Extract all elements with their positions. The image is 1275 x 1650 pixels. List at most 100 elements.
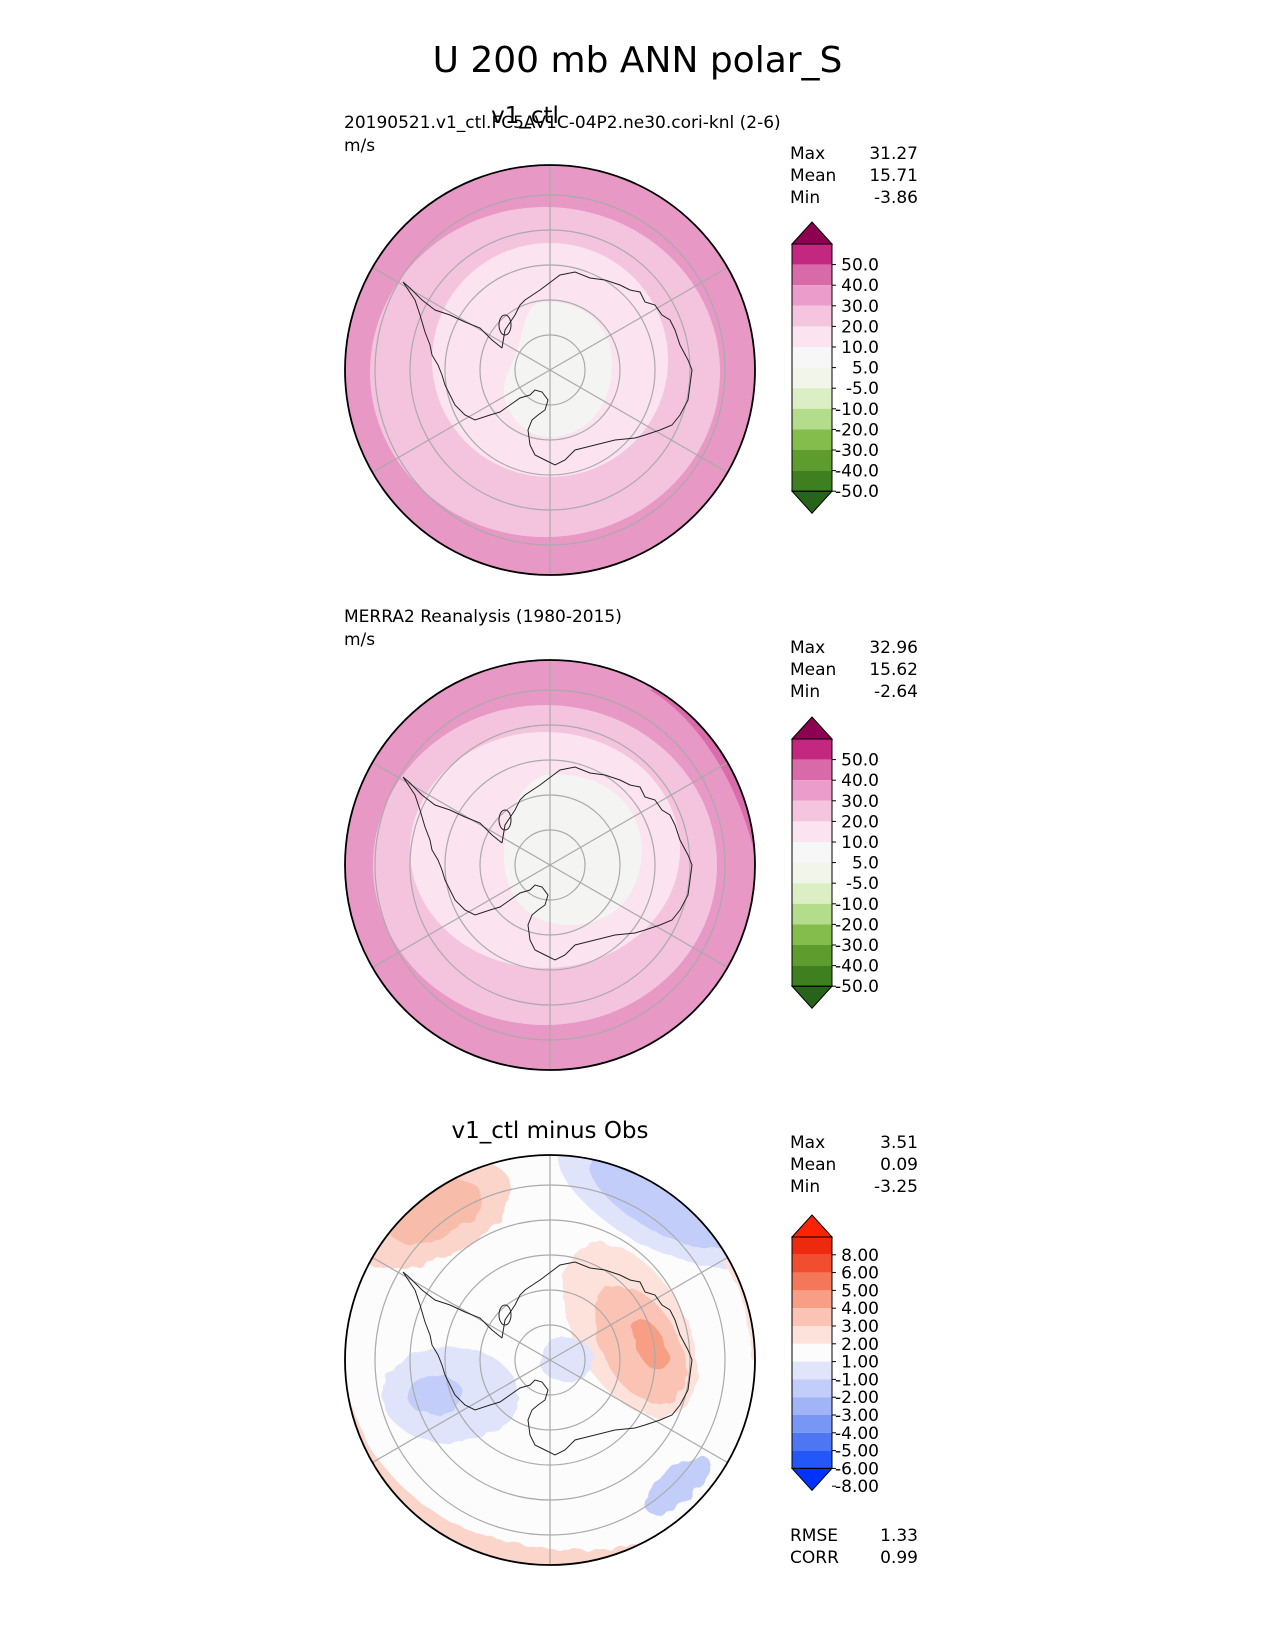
colorbar-segment: [792, 1343, 832, 1362]
colorbar-tick-label: -10.0: [835, 400, 879, 420]
field-pole-core: [503, 301, 612, 438]
field-positive-ne-edge: [720, 1240, 755, 1360]
colorbar-tick-label: -2.00: [835, 1388, 879, 1408]
colorbar-tick-label: -50.0: [835, 977, 879, 997]
stat-value: 0.09: [880, 1155, 918, 1175]
colorbar-segment: [792, 285, 832, 306]
colorbar-segment: [792, 429, 832, 450]
colorbar-segment: [792, 780, 832, 801]
colorbar-segment: [792, 1415, 832, 1433]
metric-label: RMSE: [790, 1526, 839, 1546]
island-outline: [498, 809, 512, 831]
colorbar-tick-label: -8.00: [835, 1477, 879, 1497]
colorbar-segment: [792, 367, 832, 389]
antarctica-coastline: [402, 1261, 693, 1456]
colorbar-segment: [792, 1361, 832, 1380]
map-border: [344, 164, 756, 576]
stat-label: Max: [790, 144, 826, 164]
colorbar-extend-max: [790, 1214, 834, 1238]
stat-value: -3.25: [874, 1177, 918, 1197]
meridian-line: [372, 1359, 551, 1464]
stat-value: 32.96: [869, 638, 918, 658]
colorbar-segment: [792, 1450, 832, 1469]
meridian-line: [549, 266, 728, 371]
colorbar-segment: [792, 388, 832, 409]
panel2-stats: Max 32.96 Mean 15.62 Min -2.64: [790, 637, 918, 703]
colorbar-extend-max: [790, 221, 834, 245]
colorbar-segment: [792, 945, 832, 966]
colorbar-segment: [792, 1290, 832, 1309]
stat-label: Min: [790, 1177, 821, 1197]
panel3-colorbar: 8.006.005.004.003.002.001.00-1.00-2.00-3…: [790, 1214, 879, 1497]
panel1-overlay: [344, 164, 756, 576]
panel3-stats: Max 3.51 Mean 0.09 Min -3.25: [790, 1132, 918, 1198]
colorbar-tick-label: 10.0: [841, 338, 879, 358]
antarctica-coastline: [402, 766, 693, 961]
stat-label: Max: [790, 638, 826, 658]
colorbar-tick-label: 30.0: [841, 792, 879, 812]
colorbar-tick-label: -5.0: [846, 874, 879, 894]
colorbar-segment: [792, 800, 832, 822]
field-negative-pole: [539, 1338, 595, 1382]
stat-value: -2.64: [874, 682, 918, 702]
colorbar-segment: [792, 264, 832, 286]
colorbar-segment: [792, 1326, 832, 1344]
colorbar-segment: [792, 326, 832, 347]
colorbar-frame: [791, 1236, 833, 1469]
colorbar-segment: [792, 1308, 832, 1326]
colorbar-segment: [792, 883, 832, 904]
stat-value: 15.71: [869, 166, 918, 186]
colorbar-segment: [792, 739, 832, 760]
metric-value: 1.33: [880, 1526, 918, 1546]
colorbar-extend-min: [790, 985, 834, 1009]
meridian-line: [372, 761, 551, 866]
colorbar-segment: [792, 1237, 832, 1255]
colorbar-tick-label: 8.00: [841, 1246, 879, 1266]
colorbar-segment: [792, 1272, 832, 1291]
colorbar-extend-max: [790, 716, 834, 740]
colorbar-tick-label: 3.00: [841, 1317, 879, 1337]
colorbar-tick-label: 5.0: [852, 854, 879, 874]
colorbar-tick-label: 5.0: [852, 359, 879, 379]
colorbar-extend-min: [790, 1467, 834, 1492]
stat-label: Mean: [790, 166, 837, 186]
colorbar-segment: [792, 862, 832, 884]
meridian-line: [549, 1359, 728, 1464]
stat-label: Max: [790, 1133, 826, 1153]
colorbar-segment: [792, 1432, 832, 1451]
stat-label: Min: [790, 682, 821, 702]
colorbar-segment: [792, 305, 832, 327]
colorbar-tick-label: 40.0: [841, 276, 879, 296]
meridian-line: [549, 761, 728, 866]
colorbar-segment: [792, 408, 832, 430]
panel2-overlay: [344, 659, 756, 1071]
stat-value: -3.86: [874, 188, 918, 208]
colorbar-tick-label: -10.0: [835, 895, 879, 915]
meridian-line: [372, 369, 551, 474]
metric-value: 0.99: [880, 1548, 918, 1568]
meridian-line: [372, 266, 551, 371]
stat-label: Mean: [790, 660, 837, 680]
field-negative-west-core: [407, 1375, 463, 1415]
panel1-stats: Max 31.27 Mean 15.71 Min -3.86: [790, 143, 918, 209]
panel3-title: v1_ctl minus Obs: [451, 1118, 649, 1144]
meridian-line: [372, 1256, 551, 1361]
colorbar-extend-min: [790, 490, 834, 514]
map-border: [344, 659, 756, 1071]
panel3-metrics: RMSE 1.33 CORR 0.99: [790, 1525, 918, 1569]
colorbar-tick-label: 10.0: [841, 833, 879, 853]
colorbar-tick-label: -6.00: [835, 1459, 879, 1479]
colorbar-tick-label: -5.00: [835, 1442, 879, 1462]
field-positive-east-core: [632, 1318, 668, 1372]
colorbar-tick-label: -30.0: [835, 441, 879, 461]
colorbar-tick-label: 20.0: [841, 812, 879, 832]
colorbar-tick-label: -3.00: [835, 1406, 879, 1426]
colorbar-segment: [792, 244, 832, 265]
figure-title: U 200 mb ANN polar_S: [432, 40, 843, 81]
antarctica-coastline: [402, 271, 693, 466]
panel2-ref-label: MERRA2 Reanalysis (1980-2015): [344, 607, 622, 627]
stat-label: Min: [790, 188, 821, 208]
colorbar-segment: [792, 470, 832, 492]
meridian-line: [549, 369, 728, 474]
meridian-line: [549, 1256, 728, 1361]
